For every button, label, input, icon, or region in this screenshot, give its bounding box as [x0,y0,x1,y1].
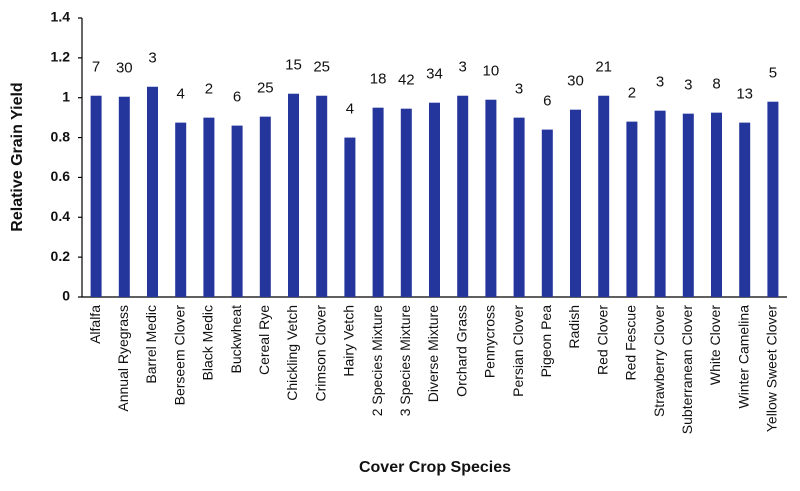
x-tick-label: Barrel Medic [143,305,159,384]
x-tick-label: Crimson Clover [312,305,328,402]
bar [654,110,666,298]
x-tick-label: Subterranean Clover [679,305,695,435]
bar [485,99,497,297]
sample-size-label: 4 [346,101,354,118]
y-tick-label: 0 [62,288,70,304]
y-tick-label: 0.4 [51,208,71,224]
sample-size-label: 42 [398,72,415,89]
bar [259,116,271,298]
x-tick-label: Radish [566,305,582,349]
y-tick-label: 0.8 [51,128,71,144]
y-tick-label: 1.2 [51,49,71,65]
sample-size-label: 13 [736,86,753,103]
bar [598,95,610,297]
sample-size-label: 3 [684,77,692,94]
bar [767,101,779,297]
bar [288,93,299,297]
y-tick-label: 1.4 [51,9,71,25]
bar [513,117,525,298]
x-tick-label: Pigeon Pea [538,305,554,378]
bar [175,122,187,297]
x-tick-label: Diverse Mixture [425,305,441,402]
sample-size-label: 5 [769,65,777,82]
bar [90,95,102,297]
bar [316,95,328,297]
x-tick-label: Strawberry Clover [651,305,667,417]
sample-size-label: 7 [92,59,100,76]
sample-size-label: 25 [313,59,330,76]
sample-size-label: 2 [205,81,213,98]
bar [372,107,384,297]
x-tick-label: Pennycross [482,305,498,378]
sample-size-label: 6 [543,93,551,110]
sample-size-label: 25 [257,80,274,97]
x-tick-label: Chickling Vetch [284,305,300,401]
bar [739,122,751,297]
x-tick-label: Black Medic [200,305,216,380]
bar [231,125,243,297]
bar [626,121,638,297]
x-tick-label: Berseem Clover [171,305,187,406]
x-tick-label: Red Clover [594,305,610,375]
bar [711,112,722,298]
y-axis-title: Relative Grain Yield [9,82,26,231]
bar [682,113,694,298]
x-tick-label: 3 Species Mixture [397,305,413,416]
sample-size-label: 10 [483,63,500,80]
sample-size-label: 30 [567,73,584,90]
x-tick-label: Alfalfa [87,305,103,344]
bar [541,129,553,297]
bar [344,137,356,297]
x-axis-title: Cover Crop Species [359,459,511,476]
bar [570,109,581,298]
y-tick-label: 0.2 [51,248,71,264]
sample-size-label: 4 [177,86,185,103]
sample-size-label: 34 [426,66,443,83]
x-tick-label: White Clover [707,305,723,385]
x-tick-label: Orchard Grass [453,305,469,397]
x-tick-label: Red Fescue [623,305,639,381]
sample-size-label: 6 [233,89,241,106]
sample-size-label: 3 [148,50,156,67]
sample-size-label: 3 [656,74,664,91]
sample-size-label: 15 [285,57,302,74]
sample-size-label: 2 [628,85,636,102]
x-tick-label: Yellow Sweet Clover [764,305,780,432]
bar [147,86,158,297]
bar [400,108,412,297]
x-tick-label: Winter Camelina [735,305,751,409]
x-tick-label: Persian Clover [510,305,526,397]
x-tick-label: Hairy Vetch [341,305,357,377]
x-tick-label: Buckwheat [228,305,244,374]
sample-size-label: 8 [712,76,720,93]
bar [203,117,215,298]
y-tick-label: 0.6 [51,168,71,184]
x-tick-label: 2 Species Mixture [369,305,385,416]
sample-size-label: 18 [370,71,387,88]
sample-size-label: 21 [595,59,612,76]
sample-size-label: 3 [459,59,467,76]
sample-size-label: 30 [116,60,133,77]
bar [118,96,130,297]
x-tick-label: Cereal Rye [256,305,272,375]
y-tick-label: 1 [62,88,70,104]
bar [457,95,469,297]
bar [429,102,440,297]
sample-size-label: 3 [515,81,523,98]
x-tick-label: Annual Ryegrass [115,305,131,412]
